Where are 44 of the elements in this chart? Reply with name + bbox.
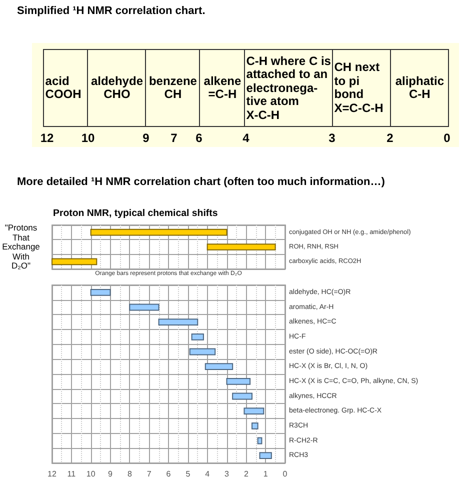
bar (226, 378, 251, 385)
x-tick-label: 2 (244, 470, 249, 478)
y-axis-title: "Protons That Exchange With D₂O" (2, 222, 40, 271)
x-tick-label: 0 (282, 470, 288, 478)
bar (158, 318, 198, 326)
category-label: aldehyde CHO (90, 74, 143, 102)
x-tick-label: 11 (67, 470, 76, 478)
category-label: acid COOH (45, 74, 82, 102)
x-tick-label: 4 (205, 470, 210, 478)
bar (90, 288, 111, 296)
text: Simplified ¹H NMR correlation chart. (17, 4, 206, 18)
category-label: aliphatic C-H (395, 74, 444, 102)
text: 4 (242, 131, 250, 145)
x-tick-label: 8 (127, 470, 132, 478)
text: 9 (142, 131, 150, 145)
category-label: C-H where C is attached to an electronega- tive atom X-C-H (246, 54, 331, 122)
text: 6 (196, 131, 202, 145)
bar (251, 422, 258, 430)
x-tick-label: 6 (166, 470, 172, 478)
category-label: alkene =C-H (204, 74, 242, 102)
bar (259, 452, 272, 460)
x-tick-label: 1 (263, 470, 268, 478)
text: 2 (386, 131, 394, 145)
chart-subtitle: Proton NMR, typical chemical shifts (53, 208, 218, 220)
chart-title: More detailed ¹H NMR correlation chart (often too much information…) (17, 175, 385, 189)
text: 10 (81, 131, 95, 145)
bar (129, 304, 160, 311)
bar (189, 348, 216, 356)
text: 3 (328, 131, 336, 145)
bar (204, 363, 234, 370)
text: 7 (170, 131, 178, 145)
bar (244, 408, 264, 415)
bar (191, 333, 204, 340)
x-tick-label: 5 (186, 470, 191, 478)
text: 12 (40, 131, 54, 145)
x-tick-label: 12 (48, 470, 57, 478)
x-tick-label: 3 (224, 470, 230, 478)
bar (232, 392, 252, 400)
category-label: benzene CH (148, 74, 197, 102)
text: 0 (444, 131, 450, 145)
x-tick-label: 7 (146, 470, 152, 478)
x-tick-label: 10 (86, 470, 96, 478)
category-label: CH next to pi bond X=C-C-H (334, 60, 384, 116)
x-tick-label: 9 (108, 470, 114, 478)
